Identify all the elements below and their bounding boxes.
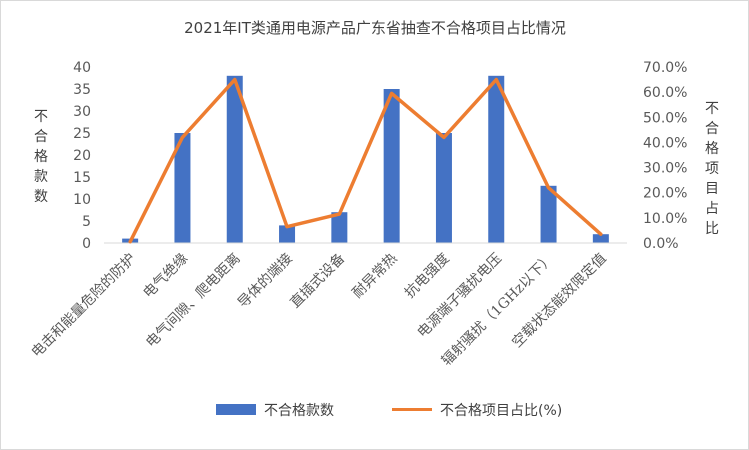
y2-tick-label: 40.0% xyxy=(643,135,687,151)
y-tick-label: 35 xyxy=(73,82,91,98)
axis-label-char: 不 xyxy=(705,101,719,117)
bar xyxy=(331,212,348,243)
axis-label-char: 目 xyxy=(705,181,719,197)
line-series xyxy=(128,77,603,244)
bar xyxy=(279,225,296,243)
y2-tick-label: 20.0% xyxy=(643,186,687,202)
x-tick-label: 导体的端接 xyxy=(234,250,296,312)
axis-label-char: 项 xyxy=(705,161,719,177)
legend-swatch-bar xyxy=(216,404,256,415)
axis-label-char: 格 xyxy=(34,149,48,165)
axis-label-char: 款 xyxy=(34,169,48,185)
axis-label-char: 不 xyxy=(34,109,48,125)
axis-label-char: 合 xyxy=(34,129,48,145)
x-tick-label: 电击和能量危险的防护 xyxy=(29,251,139,361)
axis-label-char: 格 xyxy=(705,141,719,157)
y-tick-label: 20 xyxy=(73,148,91,164)
legend-label-line: 不合格项目占比(%) xyxy=(440,403,562,419)
y-tick-label: 10 xyxy=(73,192,91,208)
y-tick-label: 25 xyxy=(73,126,91,142)
axis-label-char: 合 xyxy=(705,121,719,137)
bar xyxy=(592,234,609,243)
y-axis-ticks: 0 5 10 15 20 25 30 35 40 xyxy=(73,60,91,252)
x-tick-label: 耐异常热 xyxy=(350,251,401,302)
y2-tick-label: 10.0% xyxy=(643,211,687,227)
legend-label-bar: 不合格款数 xyxy=(264,403,334,419)
bar xyxy=(226,75,243,243)
y2-tick-label: 60.0% xyxy=(643,85,687,101)
chart-title: 2021年IT类通用电源产品广东省抽查不合格项目占比情况 xyxy=(184,19,566,37)
y2-tick-label: 50.0% xyxy=(643,110,687,126)
axis-label-char: 占 xyxy=(705,201,719,217)
axis-label-char: 数 xyxy=(34,189,48,205)
axis-label-char: 比 xyxy=(705,221,719,237)
bar xyxy=(383,89,400,243)
bar xyxy=(435,133,452,243)
bar-series xyxy=(122,75,609,243)
bar xyxy=(540,185,557,243)
y2-tick-label: 30.0% xyxy=(643,161,687,177)
y-axis-label: 不合格款数 xyxy=(34,109,48,205)
y-tick-label: 15 xyxy=(73,170,91,186)
y-tick-label: 0 xyxy=(82,236,91,252)
bar xyxy=(174,133,191,243)
series-line xyxy=(128,77,603,244)
y2-axis-label: 不合格项目占比 xyxy=(705,101,719,237)
x-tick-label: 直插式设备 xyxy=(287,250,349,312)
y-tick-label: 5 xyxy=(82,214,91,230)
y2-tick-label: 0.0% xyxy=(643,236,679,252)
x-tick-label: 电气绝缘 xyxy=(140,251,191,302)
bar xyxy=(488,75,505,243)
y-tick-label: 30 xyxy=(73,104,91,120)
y2-tick-label: 70.0% xyxy=(643,60,687,76)
x-tick-label: 抗电强度 xyxy=(402,251,453,302)
y2-axis-ticks: 0.0% 10.0% 20.0% 30.0% 40.0% 50.0% 60.0% 70.0% xyxy=(643,60,687,252)
legend: 不合格款数 不合格项目占比(%) xyxy=(216,403,562,419)
y-tick-label: 40 xyxy=(73,60,91,76)
x-tick-label: 电气间隙、爬电距离 xyxy=(142,250,243,351)
x-tick-label: 空载状态能效限定值 xyxy=(509,251,609,351)
